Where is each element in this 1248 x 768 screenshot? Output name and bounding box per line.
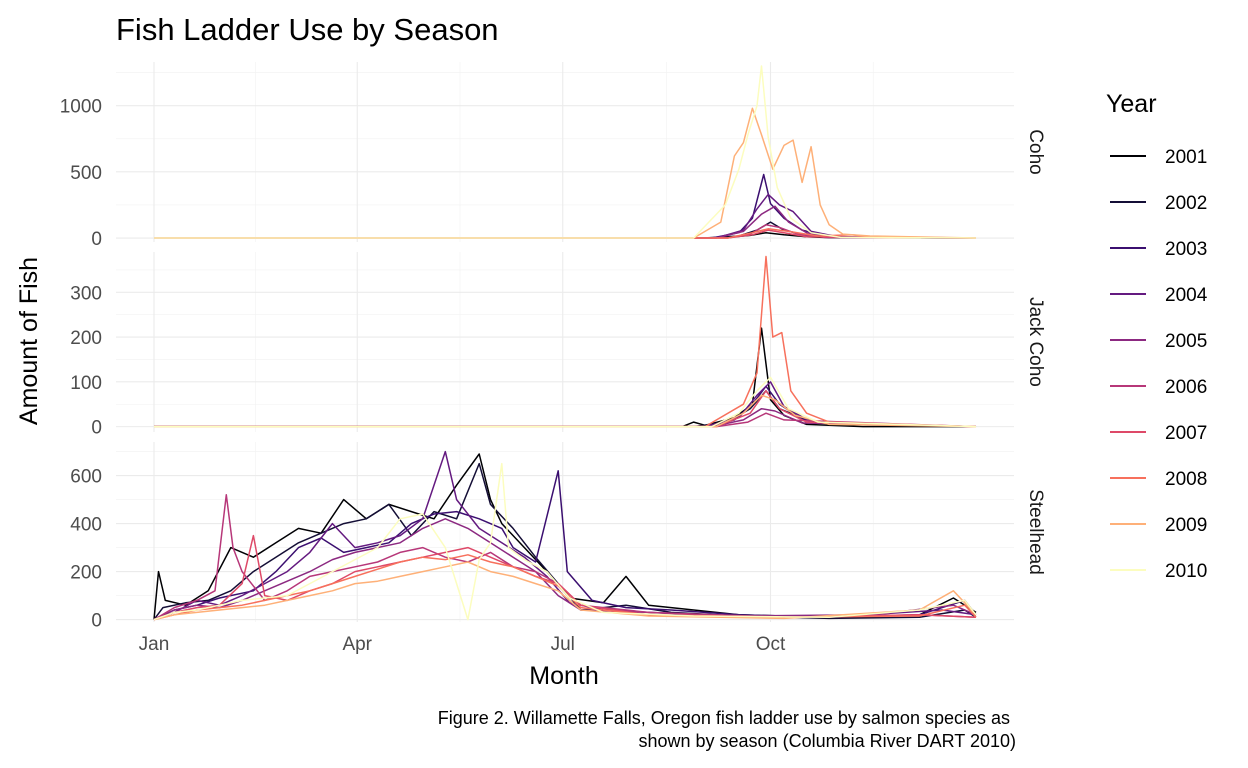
y-tick-label: 400 [70, 515, 102, 536]
facet-label: Steelhead [1025, 489, 1046, 575]
caption-line-1: Figure 2. Willamette Falls, Oregon fish … [438, 708, 1010, 728]
y-tick-label: 200 [70, 563, 102, 584]
legend-label-2005: 2005 [1165, 331, 1207, 352]
legend-label-2003: 2003 [1165, 239, 1207, 260]
series-line-2006 [154, 224, 977, 239]
series-line-2010 [153, 462, 977, 621]
series-line-2009 [153, 561, 977, 621]
legend-label-2008: 2008 [1165, 469, 1207, 490]
series-line-2003 [154, 173, 977, 239]
legend-label-2007: 2007 [1165, 423, 1207, 444]
legend: Year 2001 2002 2003 2004 2005 2006 2007 2008 200… [1106, 90, 1208, 582]
facet-label: Coho [1025, 129, 1046, 174]
series-line-2007 [154, 390, 977, 428]
y-tick-label: 0 [91, 611, 102, 632]
series-line-2009 [154, 107, 977, 239]
y-tick-label: 100 [70, 373, 102, 394]
series-line-2004 [154, 381, 977, 428]
series-line-2006 [153, 494, 977, 621]
y-tick-label: 0 [91, 418, 102, 439]
series-line-2003 [154, 385, 977, 428]
y-axis-title: Amount of Fish [15, 257, 43, 425]
series-line-2002 [154, 221, 977, 239]
y-tick-label: 600 [70, 467, 102, 488]
y-tick-label: 200 [70, 328, 102, 349]
legend-label-2006: 2006 [1165, 377, 1207, 398]
caption-line-2: shown by season (Columbia River DART 201… [638, 731, 1016, 751]
panel-steelhead: 0 200 400 600 Steelhead [70, 442, 1046, 632]
y-tick-label: 300 [70, 283, 102, 304]
series-line-2008 [154, 255, 977, 428]
series-line-2001 [154, 327, 976, 428]
legend-title: Year [1106, 90, 1157, 118]
x-axis-title: Month [529, 662, 598, 690]
series-line-2005 [154, 205, 977, 239]
x-tick-label: Jan [139, 634, 170, 655]
x-tick-label: Jul [551, 634, 575, 655]
x-tick-label: Apr [342, 634, 372, 655]
series-line-2010 [154, 376, 977, 428]
legend-label-2002: 2002 [1165, 193, 1207, 214]
y-tick-label: 1000 [60, 97, 102, 118]
series-line-2004 [154, 193, 977, 239]
x-axis-ticks: Jan Apr Jul Oct [139, 634, 786, 655]
legend-label-2009: 2009 [1165, 515, 1207, 536]
legend-label-2010: 2010 [1165, 561, 1207, 582]
y-tick-label: 0 [91, 229, 102, 250]
chart-title: Fish Ladder Use by Season [116, 12, 499, 47]
facet-label: Jack Coho [1025, 297, 1046, 387]
series-line-2008 [153, 554, 977, 621]
series-line-2002 [154, 390, 977, 428]
panel-coho: 0 500 1000 Coho [60, 62, 1046, 250]
y-tick-label: 500 [70, 163, 102, 184]
facet-panels: 0 500 1000 Coho 0 100 200 300 Jack Coho 0 200 400 60… [60, 62, 1046, 632]
legend-label-2004: 2004 [1165, 285, 1208, 306]
series-line-2010 [154, 65, 977, 239]
panel-jack-coho: 0 100 200 300 Jack Coho [70, 252, 1046, 439]
legend-label-2001: 2001 [1165, 147, 1207, 168]
x-tick-label: Oct [756, 634, 786, 655]
